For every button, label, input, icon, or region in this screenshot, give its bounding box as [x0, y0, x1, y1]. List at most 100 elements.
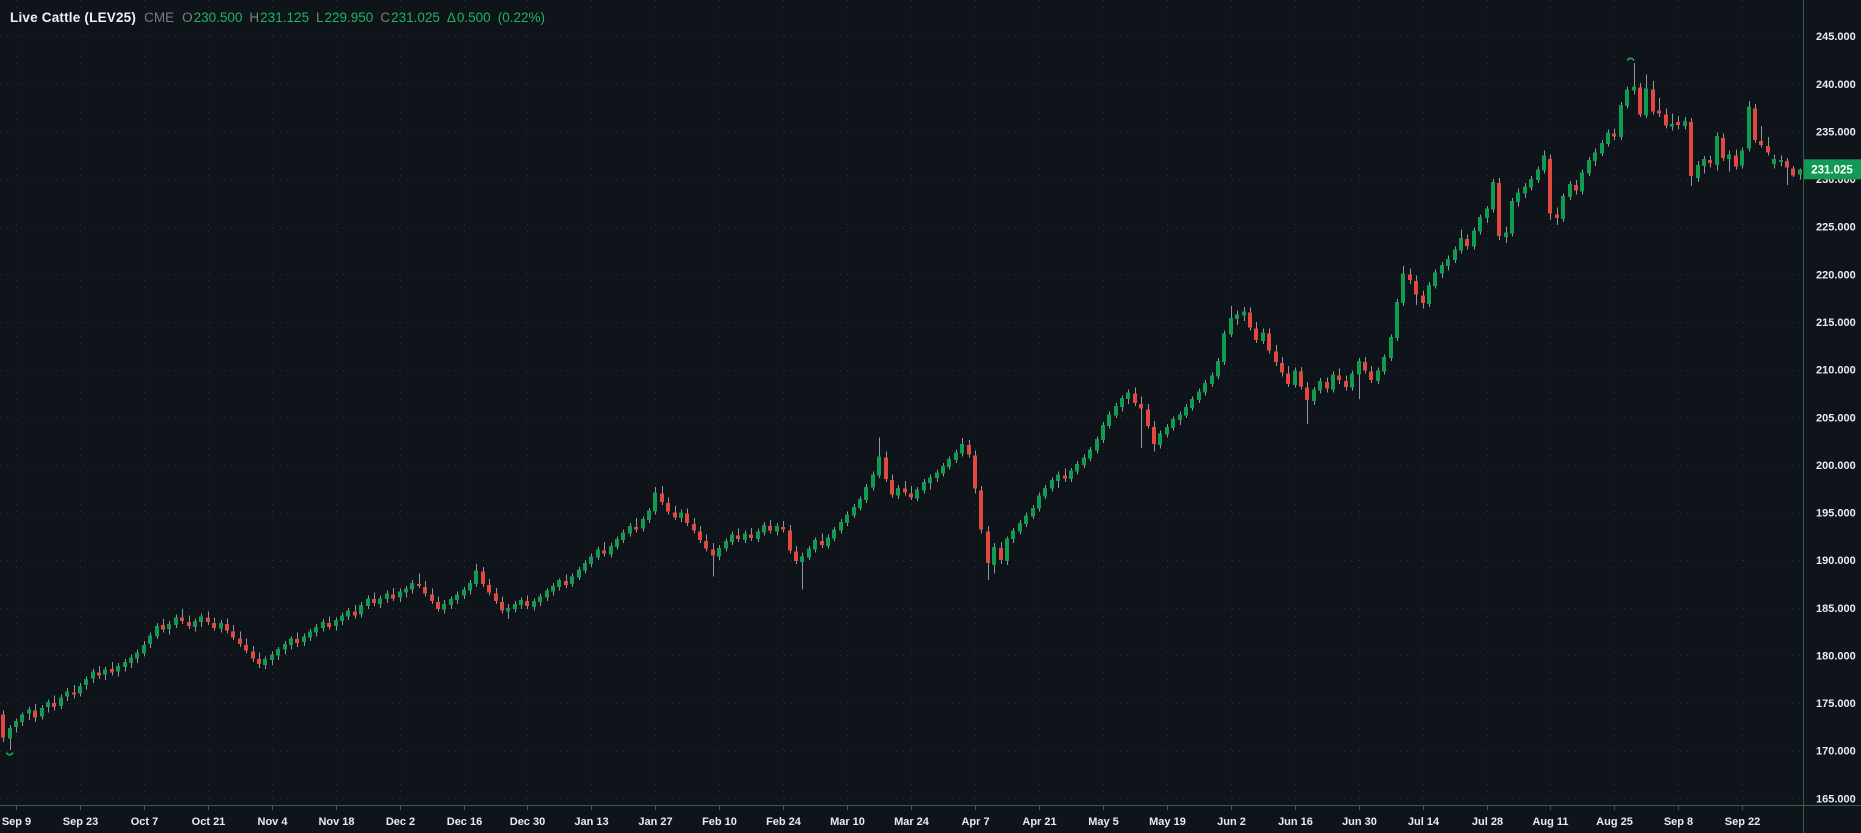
candle-body: [276, 648, 280, 656]
time-axis-label: Aug 11: [1532, 816, 1568, 828]
price-axis[interactable]: 245.000240.000235.000230.000225.000220.0…: [1803, 0, 1861, 833]
candle-body: [327, 623, 331, 627]
candle-body: [417, 584, 421, 586]
candle-body: [442, 604, 446, 610]
candle-body: [730, 534, 734, 542]
candle-body: [1587, 160, 1591, 174]
candle-body: [1158, 433, 1162, 445]
candle-body: [430, 594, 434, 602]
candle-body: [1037, 495, 1041, 509]
candle-body: [1018, 523, 1022, 532]
candle-body: [1536, 169, 1540, 181]
candle-body: [960, 443, 964, 454]
candle-body: [577, 569, 581, 578]
candle-body: [353, 611, 357, 616]
candle-body: [346, 610, 350, 617]
candle-body: [1082, 457, 1086, 465]
candle-body: [1101, 424, 1105, 441]
candle-body: [1043, 487, 1047, 497]
price-axis-label: 235.000: [1816, 127, 1856, 139]
candle-body: [174, 617, 178, 625]
candle-body: [97, 672, 101, 676]
candle-body: [1427, 284, 1431, 304]
candle-body: [1274, 351, 1278, 362]
candle-body: [781, 526, 785, 530]
candle-body: [462, 589, 466, 596]
candle-body: [1657, 110, 1661, 114]
candle-body: [736, 535, 740, 540]
candle-body: [1523, 186, 1527, 194]
candle-body: [8, 727, 12, 739]
candle-body: [660, 493, 664, 503]
price-axis-label: 180.000: [1816, 650, 1856, 662]
candle-body: [602, 550, 606, 554]
candle-body: [1178, 414, 1182, 421]
candle-body: [1401, 273, 1405, 303]
candle-body: [391, 594, 395, 599]
open-label: O: [182, 10, 193, 25]
candle-body: [1184, 406, 1188, 416]
candle-body: [1088, 449, 1092, 459]
candle-body: [1619, 104, 1623, 138]
candle-body: [1632, 86, 1636, 91]
candle-body: [1459, 238, 1463, 251]
candle-body: [1574, 184, 1578, 191]
candle-body: [91, 671, 95, 679]
time-axis-label: Oct 21: [192, 816, 226, 828]
candle-body: [1529, 179, 1533, 188]
candle-body: [954, 452, 958, 461]
candles: [1, 63, 1802, 750]
candle-body: [653, 492, 657, 512]
candle-body: [494, 593, 498, 602]
candle-body: [385, 593, 389, 600]
candle-body: [52, 703, 56, 707]
time-axis-label: Dec 16: [447, 816, 482, 828]
candle-body: [839, 522, 843, 531]
price-axis-label: 225.000: [1816, 222, 1856, 234]
candle-body: [1376, 370, 1380, 382]
candle-body: [1600, 142, 1604, 154]
candle-body: [1485, 208, 1489, 219]
candle-body: [1197, 391, 1201, 401]
candle-body: [890, 480, 894, 495]
candle-body: [724, 541, 728, 549]
candle-body: [1734, 155, 1738, 167]
candle-body: [1165, 426, 1169, 435]
candle-body: [257, 659, 261, 664]
time-axis[interactable]: Sep 9 Sep 23 Oct 7 Oct 21 Nov 4 Nov 18 Dec 2 De…: [0, 805, 1861, 828]
time-axis-label: Sep 23: [63, 816, 98, 828]
candle-body: [308, 631, 312, 638]
candle-body: [947, 459, 951, 467]
candle-body: [1050, 480, 1054, 489]
candle-body: [858, 499, 862, 508]
candle-body: [1222, 333, 1226, 362]
candle-body: [1689, 121, 1693, 177]
candle-body: [116, 665, 120, 672]
last-price-tag: 231.025: [1804, 159, 1861, 180]
candle-body: [372, 599, 376, 603]
candle-body: [1721, 138, 1725, 159]
symbol-title[interactable]: Live Cattle (LEV25): [10, 10, 137, 25]
candle-body: [641, 519, 645, 529]
candle-body: [378, 598, 382, 604]
candle-body: [1561, 196, 1565, 220]
candle-body: [609, 545, 613, 555]
time-axis-label: Jun 30: [1342, 816, 1377, 828]
candle-body: [1548, 159, 1552, 214]
candle-body: [1318, 381, 1322, 391]
candle-body: [1293, 370, 1297, 385]
candle-body: [551, 585, 555, 592]
high-price-marker: [1626, 57, 1635, 61]
candle-body: [941, 465, 945, 474]
price-axis-label: 165.000: [1816, 793, 1856, 805]
candle-body: [1203, 383, 1207, 393]
candle-body: [1772, 159, 1776, 164]
candle-body: [155, 625, 159, 637]
candle-body: [807, 548, 811, 558]
candle-body: [1005, 538, 1009, 562]
candle-body: [321, 622, 325, 628]
time-axis-label: Sep 22: [1725, 816, 1760, 828]
